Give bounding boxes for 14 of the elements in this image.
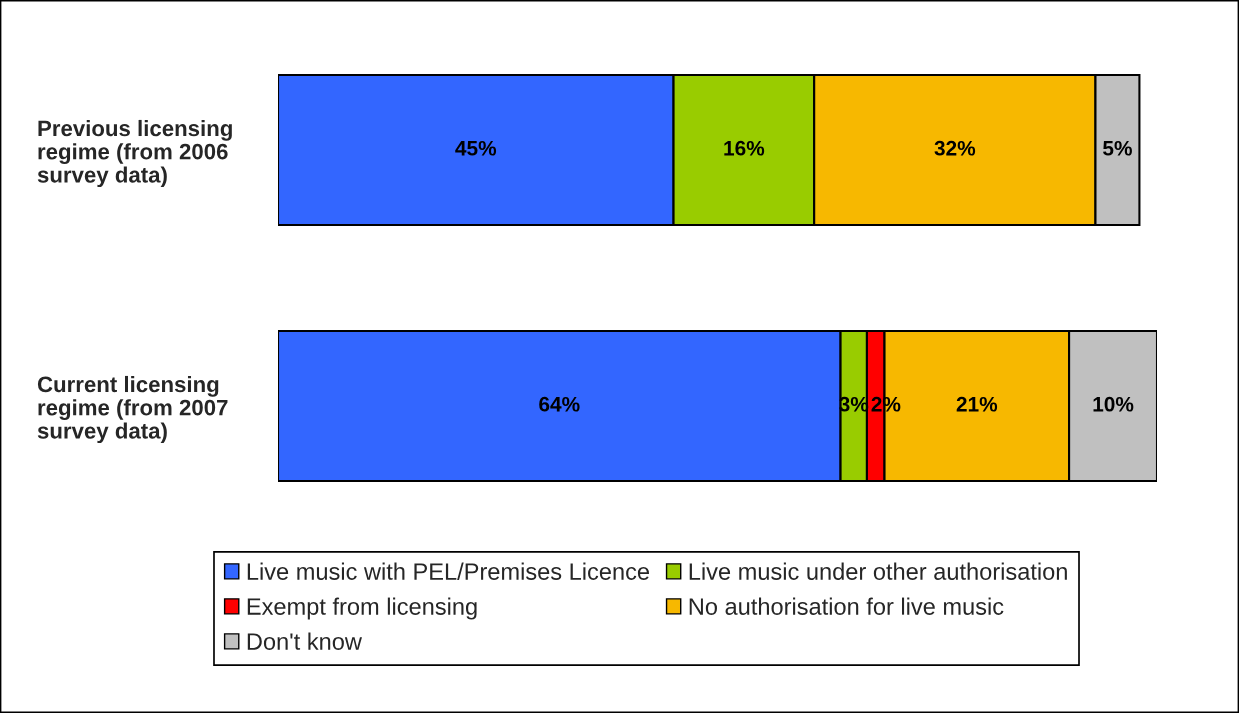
data-label: 32%	[934, 140, 976, 156]
data-label: 21%	[956, 396, 998, 412]
data-label: 64%	[539, 396, 580, 412]
data-label: 10%	[1093, 396, 1134, 412]
legend-label: Live music with PEL/Premises Licence	[247, 562, 649, 580]
legend-label: Exempt from licensing	[247, 597, 477, 620]
data-label: 5%	[1103, 140, 1132, 156]
data-label: 16%	[724, 140, 765, 156]
legend-label: Live music under other authorisation	[689, 562, 1067, 580]
legend-label: No authorisation for live music	[689, 597, 1004, 615]
y-tick-label: Previous licensing regime (from 2006 survey data)	[37, 119, 232, 188]
y-tick-label: Current licensing regime (from 2007 survey data)	[37, 375, 228, 444]
legend-label: Don't know	[247, 632, 362, 650]
data-label: 45%	[455, 140, 497, 156]
